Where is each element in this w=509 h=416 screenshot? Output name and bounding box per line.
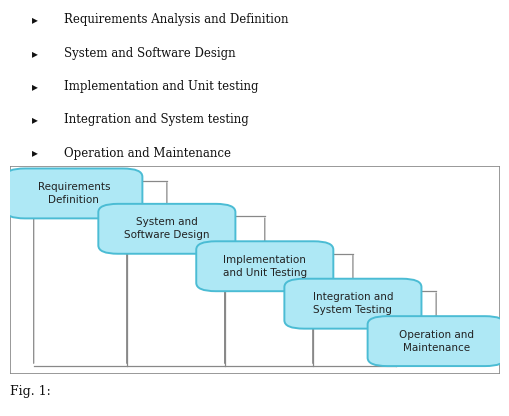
- FancyBboxPatch shape: [196, 241, 333, 291]
- Text: Fig. 1:: Fig. 1:: [10, 384, 51, 398]
- Text: ▸: ▸: [32, 13, 38, 27]
- Text: Requirements Analysis and Definition: Requirements Analysis and Definition: [64, 13, 288, 27]
- FancyBboxPatch shape: [98, 204, 235, 254]
- FancyBboxPatch shape: [5, 168, 142, 218]
- FancyBboxPatch shape: [367, 316, 504, 366]
- Text: ▸: ▸: [32, 113, 38, 126]
- Text: Operation and
Maintenance: Operation and Maintenance: [398, 330, 473, 352]
- Text: Implementation and Unit testing: Implementation and Unit testing: [64, 80, 258, 93]
- Text: System and
Software Design: System and Software Design: [124, 218, 209, 240]
- Text: System and Software Design: System and Software Design: [64, 47, 235, 60]
- Text: Operation and Maintenance: Operation and Maintenance: [64, 146, 231, 160]
- Text: Integration and System testing: Integration and System testing: [64, 113, 248, 126]
- Text: ▸: ▸: [32, 146, 38, 160]
- Text: ▸: ▸: [32, 47, 38, 60]
- FancyBboxPatch shape: [10, 166, 499, 374]
- FancyBboxPatch shape: [284, 279, 420, 329]
- Text: Integration and
System Testing: Integration and System Testing: [312, 292, 392, 315]
- Text: ▸: ▸: [32, 80, 38, 93]
- Text: Implementation
and Unit Testing: Implementation and Unit Testing: [222, 255, 306, 277]
- Text: Requirements
Definition: Requirements Definition: [38, 182, 110, 205]
